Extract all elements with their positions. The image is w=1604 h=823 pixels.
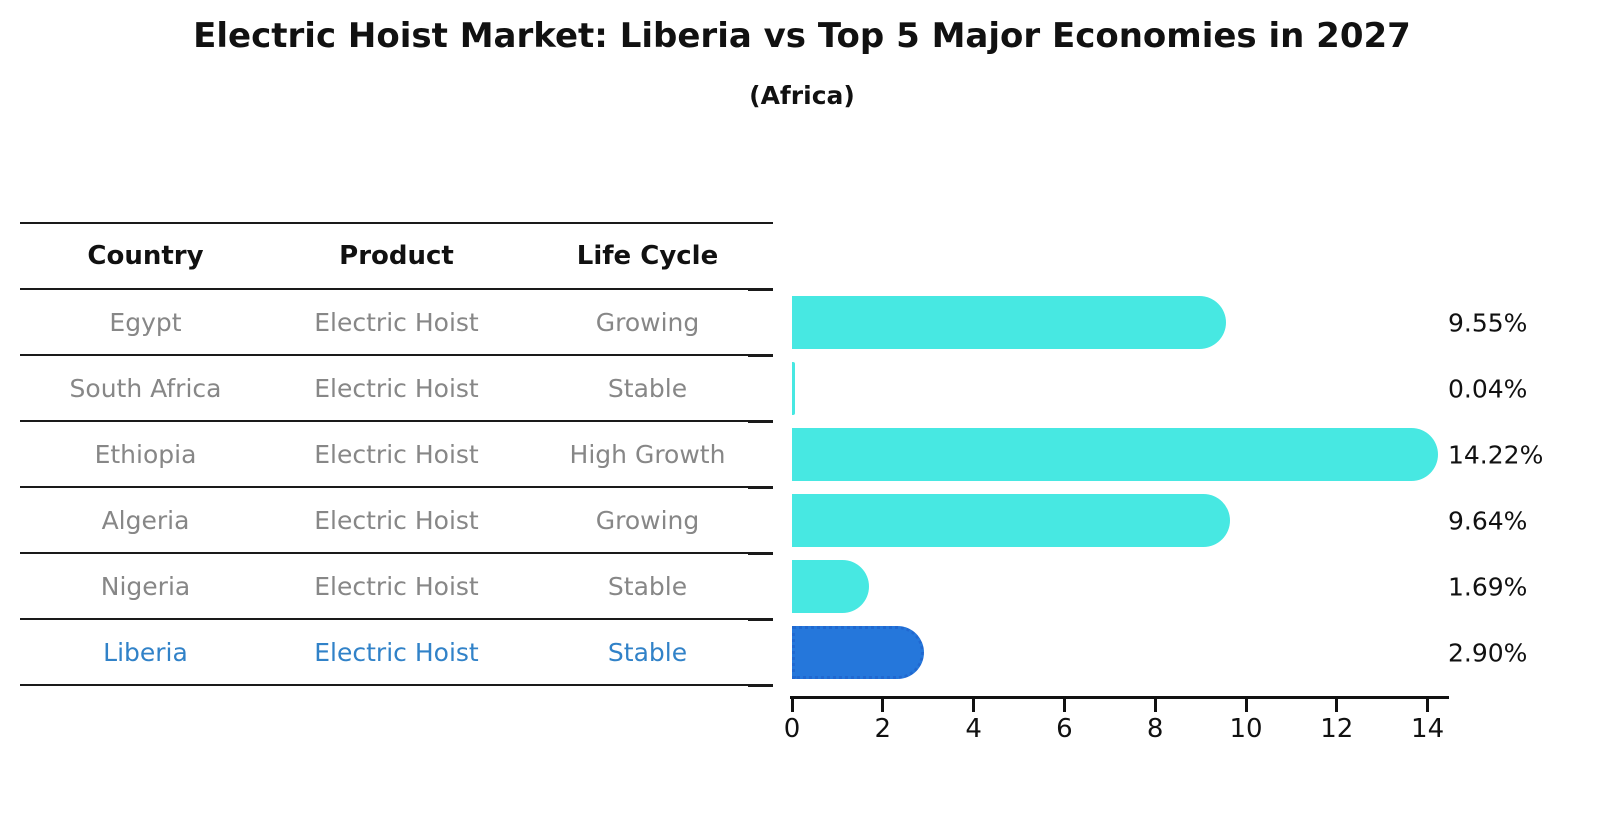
table-row-egypt: Egypt Electric Hoist Growing	[20, 290, 773, 356]
y-tick	[748, 289, 773, 291]
cell-country: Algeria	[101, 505, 190, 535]
table-row-algeria: Algeria Electric Hoist Growing	[20, 488, 773, 554]
x-tick-label: 10	[1229, 714, 1263, 744]
cell-product: Electric Hoist	[314, 373, 479, 403]
table-row-nigeria: Nigeria Electric Hoist Stable	[20, 554, 773, 620]
country-table: Country Product Life Cycle Egypt Electric…	[20, 222, 773, 686]
table-row-south-africa: South Africa Electric Hoist Stable	[20, 356, 773, 422]
y-tick	[748, 355, 773, 357]
table-row-liberia: Liberia Electric Hoist Stable	[20, 620, 773, 686]
bar-egypt	[792, 296, 1226, 349]
y-tick	[748, 685, 773, 687]
x-tick	[1153, 699, 1157, 712]
bar-row	[792, 356, 1449, 422]
x-tick-label: 6	[1056, 714, 1073, 744]
cell-product: Electric Hoist	[314, 307, 479, 337]
x-tick	[1335, 699, 1339, 712]
value-label: 9.64%	[1448, 506, 1528, 536]
x-tick-label: 8	[1146, 714, 1164, 744]
x-tick	[790, 699, 794, 712]
cell-country: South Africa	[69, 373, 222, 403]
y-tick	[748, 487, 773, 489]
value-label: 2.90%	[1448, 638, 1528, 668]
chart-title: Electric Hoist Market: Liberia vs Top 5 …	[193, 16, 1411, 56]
x-tick	[1244, 699, 1248, 712]
y-tick	[748, 553, 773, 555]
cell-life-cycle: Growing	[595, 307, 700, 337]
bar-row	[792, 488, 1449, 554]
cell-product: Electric Hoist	[314, 439, 479, 469]
header-country: Country	[87, 241, 204, 271]
bar-row	[792, 290, 1449, 356]
bar-row	[792, 620, 1449, 686]
cell-country: Nigeria	[100, 571, 191, 601]
cell-product: Electric Hoist	[314, 505, 479, 535]
cell-country: Ethiopia	[94, 439, 197, 469]
cell-life-cycle: Stable	[607, 373, 688, 403]
table-body: Egypt Electric Hoist Growing South Africa El…	[20, 290, 773, 686]
bar-ethiopia	[792, 428, 1438, 481]
header-product: Product	[339, 241, 454, 271]
cell-life-cycle: Stable	[607, 571, 688, 601]
x-tick	[972, 699, 976, 712]
x-tick-label: 0	[783, 714, 801, 744]
table-row-ethiopia: Ethiopia Electric Hoist High Growth	[20, 422, 773, 488]
y-tick	[748, 619, 773, 621]
table-header-row: Country Product Life Cycle	[20, 222, 773, 290]
cell-life-cycle: Growing	[595, 505, 700, 535]
x-tick-label: 12	[1320, 714, 1354, 744]
value-label: 14.22%	[1448, 440, 1544, 470]
bar-row	[792, 422, 1449, 488]
x-tick	[881, 699, 885, 712]
bar-nigeria	[792, 560, 869, 613]
cell-life-cycle: High Growth	[569, 439, 726, 469]
bar-plot: 0 2 4 6 8 10 12 14	[748, 289, 1449, 744]
value-label: 1.69%	[1448, 572, 1528, 602]
bar-south-africa	[792, 362, 795, 415]
value-label: 9.55%	[1448, 308, 1528, 338]
bar-row	[792, 554, 1449, 620]
cell-product: Electric Hoist	[314, 571, 479, 601]
y-tick	[748, 421, 773, 423]
x-tick-label: 14	[1411, 714, 1445, 744]
value-label: 0.04%	[1448, 374, 1528, 404]
cell-country: Egypt	[109, 307, 182, 337]
chart-subtitle: (Africa)	[749, 81, 855, 110]
header-life-cycle: Life Cycle	[576, 241, 719, 271]
cell-life-cycle: Stable	[607, 637, 688, 667]
x-axis-line	[790, 696, 1449, 699]
x-tick-label: 4	[965, 714, 982, 744]
x-tick	[1062, 699, 1066, 712]
x-tick-label: 2	[874, 714, 892, 744]
cell-product: Electric Hoist	[314, 637, 479, 667]
cell-country: Liberia	[103, 637, 188, 667]
x-tick	[1426, 699, 1430, 712]
bar-algeria	[792, 494, 1230, 547]
highlight-bar-liberia	[792, 626, 924, 679]
